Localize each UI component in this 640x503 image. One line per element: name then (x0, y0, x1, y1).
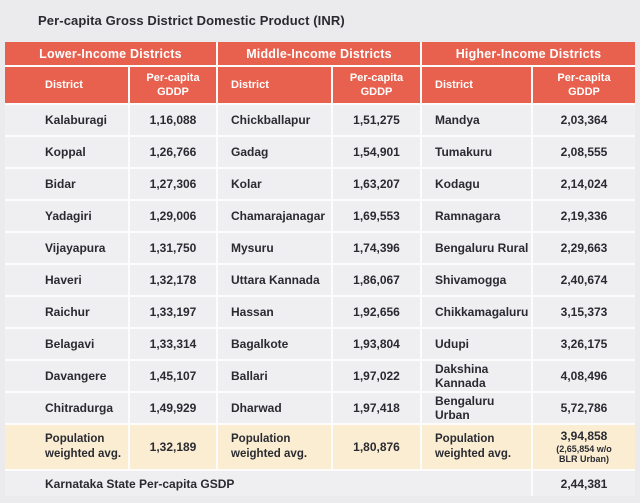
gddp-value-cell: 3,15,373 (533, 297, 635, 327)
district-cell: Raichur (5, 297, 128, 327)
district-cell: Chamarajanagar (218, 201, 331, 231)
gddp-value-cell: 1,86,067 (333, 265, 420, 295)
gddp-value-cell: 1,45,107 (130, 361, 216, 391)
gddp-value-cell: 1,26,766 (130, 137, 216, 167)
district-cell: Vijayapura (5, 233, 128, 263)
district-cell: Kolar (218, 169, 331, 199)
district-cell: Haveri (5, 265, 128, 295)
district-cell: Chitradurga (5, 393, 128, 423)
gddp-value-cell: 3,26,175 (533, 329, 635, 359)
gddp-value-cell: 1,27,306 (130, 169, 216, 199)
district-cell: Mandya (422, 105, 531, 135)
gddp-value-cell: 1,29,006 (130, 201, 216, 231)
district-cell: Kalaburagi (5, 105, 128, 135)
gddp-value-cell: 1,92,656 (333, 297, 420, 327)
gddp-value-cell: 2,08,555 (533, 137, 635, 167)
district-cell: Bengaluru Urban (422, 393, 531, 423)
col-header-district-higher: District (422, 67, 531, 103)
avg-row-value-cell: 3,94,858 (2,65,854 w/o BLR Urban) (533, 425, 635, 469)
gddp-value-cell: 1,16,088 (130, 105, 216, 135)
district-cell: Dakshina Kannada (422, 361, 531, 391)
district-cell: Bagalkote (218, 329, 331, 359)
avg-row-label: Population weighted avg. (218, 425, 331, 469)
district-cell: Davangere (5, 361, 128, 391)
gddp-value-cell: 1,63,207 (333, 169, 420, 199)
district-cell: Hassan (218, 297, 331, 327)
district-cell: Ramnagara (422, 201, 531, 231)
footer-value-cell: 2,44,381 (533, 471, 635, 496)
district-cell: Uttara Kannada (218, 265, 331, 295)
avg-row-value: 1,32,189 (149, 439, 197, 454)
district-cell: Gadag (218, 137, 331, 167)
gddp-value-cell: 1,33,197 (130, 297, 216, 327)
gddp-value-cell: 1,32,178 (130, 265, 216, 295)
district-cell: Tumakuru (422, 137, 531, 167)
gddp-value-cell: 2,03,364 (533, 105, 635, 135)
group-header-middle: Middle-Income Districts (218, 42, 420, 65)
gddp-value-cell: 2,14,024 (533, 169, 635, 199)
district-cell: Shivamogga (422, 265, 531, 295)
gddp-value-cell: 1,31,750 (130, 233, 216, 263)
district-cell: Chickballapur (218, 105, 331, 135)
district-cell: Udupi (422, 329, 531, 359)
col-header-gddp-lower: Per-capita GDDP (130, 67, 216, 103)
district-cell: Chikkamagaluru (422, 297, 531, 327)
district-cell: Dharwad (218, 393, 331, 423)
avg-row-value: 3,94,858 (560, 429, 608, 444)
avg-row-label: Population weighted avg. (422, 425, 531, 469)
district-cell: Belagavi (5, 329, 128, 359)
gddp-value-cell: 1,33,314 (130, 329, 216, 359)
col-header-gddp-higher: Per-capita GDDP (533, 67, 635, 103)
district-cell: Mysuru (218, 233, 331, 263)
district-cell: Bidar (5, 169, 128, 199)
page-title: Per-capita Gross District Domestic Produ… (38, 13, 345, 28)
avg-row-note: (2,65,854 w/o BLR Urban) (556, 443, 612, 465)
district-cell: Ballari (218, 361, 331, 391)
gddp-value-cell: 2,19,336 (533, 201, 635, 231)
district-cell: Koppal (5, 137, 128, 167)
col-header-gddp-middle: Per-capita GDDP (333, 67, 420, 103)
district-cell: Bengaluru Rural (422, 233, 531, 263)
gddp-value-cell: 2,40,674 (533, 265, 635, 295)
gddp-value-cell: 1,97,022 (333, 361, 420, 391)
district-cell: Kodagu (422, 169, 531, 199)
group-header-lower: Lower-Income Districts (5, 42, 216, 65)
gddp-value-cell: 1,51,275 (333, 105, 420, 135)
avg-row-value: 1,80,876 (353, 439, 400, 454)
group-header-higher: Higher-Income Districts (422, 42, 635, 65)
gddp-table: Lower-Income Districts Middle-Income Dis… (5, 42, 635, 496)
gddp-value-cell: 4,08,496 (533, 361, 635, 391)
avg-row-label: Population weighted avg. (5, 425, 128, 469)
gddp-value-cell: 1,74,396 (333, 233, 420, 263)
gddp-value-cell: 1,49,929 (130, 393, 216, 423)
gddp-value-cell: 2,29,663 (533, 233, 635, 263)
avg-row-value-cell: 1,80,876 (333, 425, 420, 469)
district-cell: Yadagiri (5, 201, 128, 231)
footer-label: Karnataka State Per-capita GSDP (5, 471, 531, 496)
gddp-value-cell: 5,72,786 (533, 393, 635, 423)
gddp-value-cell: 1,69,553 (333, 201, 420, 231)
gddp-value-cell: 1,97,418 (333, 393, 420, 423)
avg-row-value-cell: 1,32,189 (130, 425, 216, 469)
col-header-district-middle: District (218, 67, 331, 103)
col-header-district-lower: District (5, 67, 128, 103)
gddp-value-cell: 1,93,804 (333, 329, 420, 359)
gddp-value-cell: 1,54,901 (333, 137, 420, 167)
